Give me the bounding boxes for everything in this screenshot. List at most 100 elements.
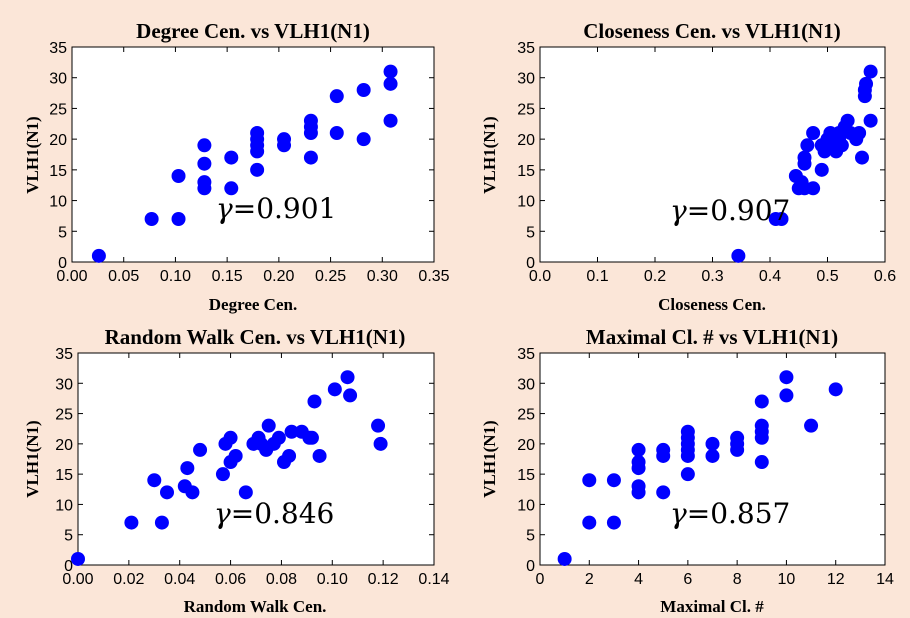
x-tick-label: 0.25 [315,268,346,285]
y-tick-label: 30 [517,71,535,88]
gamma-annotation: γ=0.857 [670,497,790,530]
y-tick-label: 20 [55,437,73,454]
x-tick-label: 0.2 [644,268,666,285]
data-point [215,467,230,482]
data-point [779,370,794,385]
gamma-annotation: γ=0.907 [670,194,790,227]
data-point [383,113,398,128]
y-tick-label: 30 [55,376,73,393]
x-axis-label: Random Walk Cen. [184,597,327,616]
data-point [806,181,821,196]
data-point [855,150,869,165]
data-point [277,132,292,147]
data-point [343,388,358,403]
data-point [371,418,386,433]
x-tick-label: 0.0 [529,268,551,285]
point-group [71,370,388,566]
y-tick-label: 10 [517,497,535,514]
point-group [731,64,878,263]
data-point [840,113,855,128]
data-point [185,485,200,500]
x-tick-label: 0.04 [164,571,195,588]
x-tick-label: 2 [585,571,594,588]
data-point [303,150,318,165]
y-tick-label: 20 [517,132,535,149]
y-tick-label: 25 [517,407,535,424]
data-point [160,485,174,500]
data-point [705,436,720,451]
x-tick-label: 0.14 [418,571,449,588]
x-tick-label: 0.05 [108,268,139,285]
x-tick-label: 0 [536,571,545,588]
x-tick-label: 0.06 [215,571,246,588]
data-point [863,113,878,128]
data-point [656,442,671,457]
data-point [834,138,849,153]
x-axis-label: Degree Cen. [209,295,297,314]
y-tick-label: 0 [58,255,67,272]
y-tick-label: 30 [49,71,67,88]
gamma-value: =0.901 [233,192,337,225]
data-point [797,150,812,165]
data-point [171,212,186,226]
data-point [828,382,843,397]
x-tick-label: 0.3 [701,268,723,285]
data-point [171,169,186,183]
data-point [197,138,212,153]
x-tick-label: 10 [778,571,796,588]
data-point [754,394,769,409]
panel-closeness-centrality: Closeness Cen. vs VLH1(N1) Closeness Cen… [480,19,896,314]
data-point [154,515,169,530]
x-tick-label: 6 [683,571,692,588]
panel-title: Closeness Cen. vs VLH1(N1) [583,19,840,43]
data-point [144,212,159,226]
x-tick-label: 0.15 [212,268,243,285]
data-point [340,370,355,385]
data-point [197,175,212,190]
y-tick-label: 15 [55,467,73,484]
y-tick-label: 15 [49,163,67,180]
data-point [271,430,286,445]
data-point [147,473,162,488]
tick-group: 0.0 0.1 0.2 0.3 0.4 0.5 0.6 0 5 10 15 20 25 30 35 [517,40,896,285]
gamma-value: =0.857 [687,497,791,530]
x-tick-label: 0.6 [874,268,896,285]
tick-group: 0.00 0.02 0.04 0.06 0.08 0.10 0.12 0.14 0 5 10 15 20… [55,346,449,588]
gamma-symbol: γ [670,194,687,227]
x-tick-label: 0.00 [56,268,87,285]
data-point [863,64,878,79]
data-point [312,448,327,463]
data-point [774,212,789,226]
x-axis-label: Maximal Cl. # [660,597,764,616]
x-tick-label: 0.08 [266,571,297,588]
data-point [180,461,195,476]
x-tick-label: 14 [876,571,894,588]
data-point [307,394,322,409]
data-point [356,83,371,97]
y-tick-label: 25 [517,101,535,118]
gamma-symbol: γ [216,192,233,225]
data-point [754,455,769,470]
x-tick-label: 0.10 [160,268,191,285]
x-tick-label: 4 [634,571,643,588]
y-tick-label: 10 [517,194,535,211]
y-tick-label: 35 [517,346,535,363]
data-point [804,418,819,433]
data-point [705,448,720,463]
panel-title: Degree Cen. vs VLH1(N1) [136,19,370,43]
data-point [124,515,139,530]
x-tick-label: 0.10 [317,571,348,588]
data-point [91,248,106,263]
data-point [228,448,243,463]
data-point [606,473,621,488]
gamma-annotation: γ=0.846 [214,497,334,530]
data-point [631,479,646,494]
x-tick-label: 0.02 [113,571,144,588]
panel-title: Maximal Cl. # vs VLH1(N1) [586,325,838,349]
data-point [754,418,769,433]
data-point [250,162,265,177]
y-tick-label: 30 [517,376,535,393]
panel-degree-centrality: Degree Cen. vs VLH1(N1) Degree Cen. VLH1… [23,19,450,314]
data-point [327,382,342,397]
data-point [806,126,821,140]
